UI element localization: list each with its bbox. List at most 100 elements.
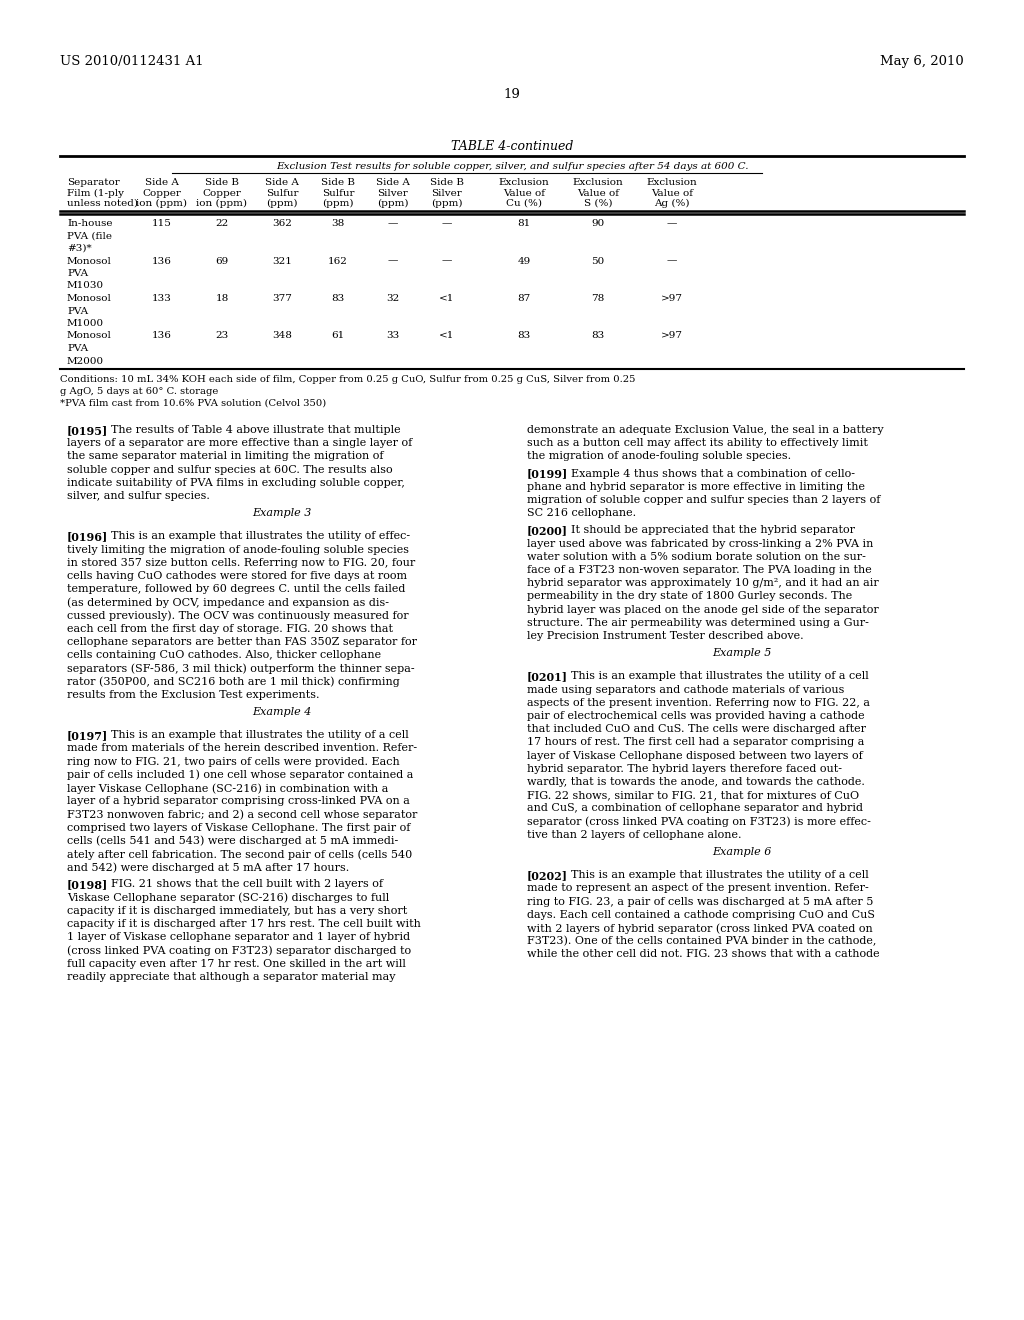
Text: made using separators and cathode materials of various: made using separators and cathode materi… — [527, 685, 845, 694]
Text: Exclusion: Exclusion — [572, 178, 624, 187]
Text: (ppm): (ppm) — [266, 199, 298, 209]
Text: layer of Viskase Cellophane disposed between two layers of: layer of Viskase Cellophane disposed bet… — [527, 751, 863, 760]
Text: M1030: M1030 — [67, 281, 104, 290]
Text: hybrid separator was approximately 10 g/m², and it had an air: hybrid separator was approximately 10 g/… — [527, 578, 879, 589]
Text: tive than 2 layers of cellophane alone.: tive than 2 layers of cellophane alone. — [527, 830, 741, 840]
Text: Separator: Separator — [67, 178, 120, 187]
Text: This is an example that illustrates the utility of a cell: This is an example that illustrates the … — [557, 672, 868, 681]
Text: made from materials of the herein described invention. Refer-: made from materials of the herein descri… — [67, 743, 417, 754]
Text: layer of a hybrid separator comprising cross-linked PVA on a: layer of a hybrid separator comprising c… — [67, 796, 410, 807]
Text: Monosol: Monosol — [67, 256, 112, 265]
Text: 18: 18 — [215, 294, 228, 304]
Text: hybrid separator. The hybrid layers therefore faced out-: hybrid separator. The hybrid layers ther… — [527, 764, 842, 774]
Text: Ag (%): Ag (%) — [654, 199, 690, 209]
Text: and CuS, a combination of cellophane separator and hybrid: and CuS, a combination of cellophane sep… — [527, 804, 863, 813]
Text: ion (ppm): ion (ppm) — [197, 199, 248, 209]
Text: [0200]: [0200] — [527, 525, 568, 536]
Text: Cu (%): Cu (%) — [506, 199, 542, 209]
Text: Example 6: Example 6 — [713, 847, 772, 857]
Text: —: — — [441, 219, 453, 228]
Text: 17 hours of rest. The first cell had a separator comprising a: 17 hours of rest. The first cell had a s… — [527, 738, 864, 747]
Text: 19: 19 — [504, 88, 520, 102]
Text: PVA (file: PVA (file — [67, 231, 112, 240]
Text: ately after cell fabrication. The second pair of cells (cells 540: ately after cell fabrication. The second… — [67, 849, 413, 859]
Text: cellophane separators are better than FAS 350Z separator for: cellophane separators are better than FA… — [67, 638, 417, 647]
Text: Viskase Cellophane separator (SC-216) discharges to full: Viskase Cellophane separator (SC-216) di… — [67, 892, 389, 903]
Text: 90: 90 — [592, 219, 604, 228]
Text: capacity if it is discharged immediately, but has a very short: capacity if it is discharged immediately… — [67, 906, 408, 916]
Text: Exclusion Test results for soluble copper, silver, and sulfur species after 54 d: Exclusion Test results for soluble coppe… — [275, 162, 749, 172]
Text: 133: 133 — [152, 294, 172, 304]
Text: 69: 69 — [215, 256, 228, 265]
Text: temperature, followed by 60 degrees C. until the cells failed: temperature, followed by 60 degrees C. u… — [67, 585, 406, 594]
Text: (cross linked PVA coating on F3T23) separator discharged to: (cross linked PVA coating on F3T23) sepa… — [67, 945, 411, 956]
Text: capacity if it is discharged after 17 hrs rest. The cell built with: capacity if it is discharged after 17 hr… — [67, 919, 421, 929]
Text: 83: 83 — [517, 331, 530, 341]
Text: 377: 377 — [272, 294, 292, 304]
Text: Example 3: Example 3 — [252, 508, 311, 519]
Text: (as determined by OCV, impedance and expansion as dis-: (as determined by OCV, impedance and exp… — [67, 598, 389, 609]
Text: (ppm): (ppm) — [377, 199, 409, 209]
Text: days. Each cell contained a cathode comprising CuO and CuS: days. Each cell contained a cathode comp… — [527, 909, 874, 920]
Text: Copper: Copper — [203, 189, 242, 198]
Text: >97: >97 — [662, 294, 683, 304]
Text: in stored 357 size button cells. Referring now to FIG. 20, four: in stored 357 size button cells. Referri… — [67, 558, 416, 568]
Text: Conditions: 10 mL 34% KOH each side of film, Copper from 0.25 g CuO, Sulfur from: Conditions: 10 mL 34% KOH each side of f… — [60, 375, 636, 384]
Text: [0196]: [0196] — [67, 532, 109, 543]
Text: Side B: Side B — [430, 178, 464, 187]
Text: [0199]: [0199] — [527, 469, 568, 479]
Text: 83: 83 — [332, 294, 345, 304]
Text: #3)*: #3)* — [67, 244, 91, 253]
Text: 136: 136 — [152, 331, 172, 341]
Text: 1 layer of Viskase cellophane separator and 1 layer of hybrid: 1 layer of Viskase cellophane separator … — [67, 932, 411, 942]
Text: Monosol: Monosol — [67, 294, 112, 304]
Text: It should be appreciated that the hybrid separator: It should be appreciated that the hybrid… — [557, 525, 855, 536]
Text: Silver: Silver — [378, 189, 409, 198]
Text: results from the Exclusion Test experiments.: results from the Exclusion Test experime… — [67, 690, 319, 700]
Text: FIG. 21 shows that the cell built with 2 layers of: FIG. 21 shows that the cell built with 2… — [96, 879, 383, 890]
Text: 78: 78 — [592, 294, 604, 304]
Text: g AgO, 5 days at 60° C. storage: g AgO, 5 days at 60° C. storage — [60, 387, 218, 396]
Text: Example 4 thus shows that a combination of cello-: Example 4 thus shows that a combination … — [557, 469, 855, 479]
Text: F3T23). One of the cells contained PVA binder in the cathode,: F3T23). One of the cells contained PVA b… — [527, 936, 877, 946]
Text: structure. The air permeability was determined using a Gur-: structure. The air permeability was dete… — [527, 618, 869, 628]
Text: 49: 49 — [517, 256, 530, 265]
Text: This is an example that illustrates the utility of a cell: This is an example that illustrates the … — [557, 870, 868, 880]
Text: full capacity even after 17 hr rest. One skilled in the art will: full capacity even after 17 hr rest. One… — [67, 958, 406, 969]
Text: pair of electrochemical cells was provided having a cathode: pair of electrochemical cells was provid… — [527, 711, 864, 721]
Text: M2000: M2000 — [67, 356, 104, 366]
Text: This is an example that illustrates the utility of a cell: This is an example that illustrates the … — [96, 730, 409, 741]
Text: ley Precision Instrument Tester described above.: ley Precision Instrument Tester describe… — [527, 631, 804, 642]
Text: 115: 115 — [152, 219, 172, 228]
Text: indicate suitability of PVA films in excluding soluble copper,: indicate suitability of PVA films in exc… — [67, 478, 404, 488]
Text: [0201]: [0201] — [527, 672, 568, 682]
Text: This is an example that illustrates the utility of effec-: This is an example that illustrates the … — [96, 532, 410, 541]
Text: May 6, 2010: May 6, 2010 — [881, 55, 964, 69]
Text: while the other cell did not. FIG. 23 shows that with a cathode: while the other cell did not. FIG. 23 sh… — [527, 949, 880, 960]
Text: Side A: Side A — [376, 178, 410, 187]
Text: 23: 23 — [215, 331, 228, 341]
Text: rator (350P00, and SC216 both are 1 mil thick) confirming: rator (350P00, and SC216 both are 1 mil … — [67, 677, 399, 688]
Text: migration of soluble copper and sulfur species than 2 layers of: migration of soluble copper and sulfur s… — [527, 495, 881, 506]
Text: Sulfur: Sulfur — [266, 189, 298, 198]
Text: tively limiting the migration of anode-fouling soluble species: tively limiting the migration of anode-f… — [67, 545, 409, 554]
Text: 136: 136 — [152, 256, 172, 265]
Text: [0195]: [0195] — [67, 425, 109, 436]
Text: layers of a separator are more effective than a single layer of: layers of a separator are more effective… — [67, 438, 413, 449]
Text: readily appreciate that although a separator material may: readily appreciate that although a separ… — [67, 972, 395, 982]
Text: the migration of anode-fouling soluble species.: the migration of anode-fouling soluble s… — [527, 451, 792, 462]
Text: US 2010/0112431 A1: US 2010/0112431 A1 — [60, 55, 204, 69]
Text: S (%): S (%) — [584, 199, 612, 209]
Text: SC 216 cellophane.: SC 216 cellophane. — [527, 508, 636, 519]
Text: that included CuO and CuS. The cells were discharged after: that included CuO and CuS. The cells wer… — [527, 725, 866, 734]
Text: PVA: PVA — [67, 306, 88, 315]
Text: phane and hybrid separator is more effective in limiting the: phane and hybrid separator is more effec… — [527, 482, 865, 492]
Text: —: — — [388, 256, 398, 265]
Text: such as a button cell may affect its ability to effectively limit: such as a button cell may affect its abi… — [527, 438, 868, 449]
Text: soluble copper and sulfur species at 60C. The results also: soluble copper and sulfur species at 60C… — [67, 465, 392, 475]
Text: >97: >97 — [662, 331, 683, 341]
Text: <1: <1 — [439, 331, 455, 341]
Text: <1: <1 — [439, 294, 455, 304]
Text: cells containing CuO cathodes. Also, thicker cellophane: cells containing CuO cathodes. Also, thi… — [67, 651, 381, 660]
Text: *PVA film cast from 10.6% PVA solution (Celvol 350): *PVA film cast from 10.6% PVA solution (… — [60, 399, 327, 408]
